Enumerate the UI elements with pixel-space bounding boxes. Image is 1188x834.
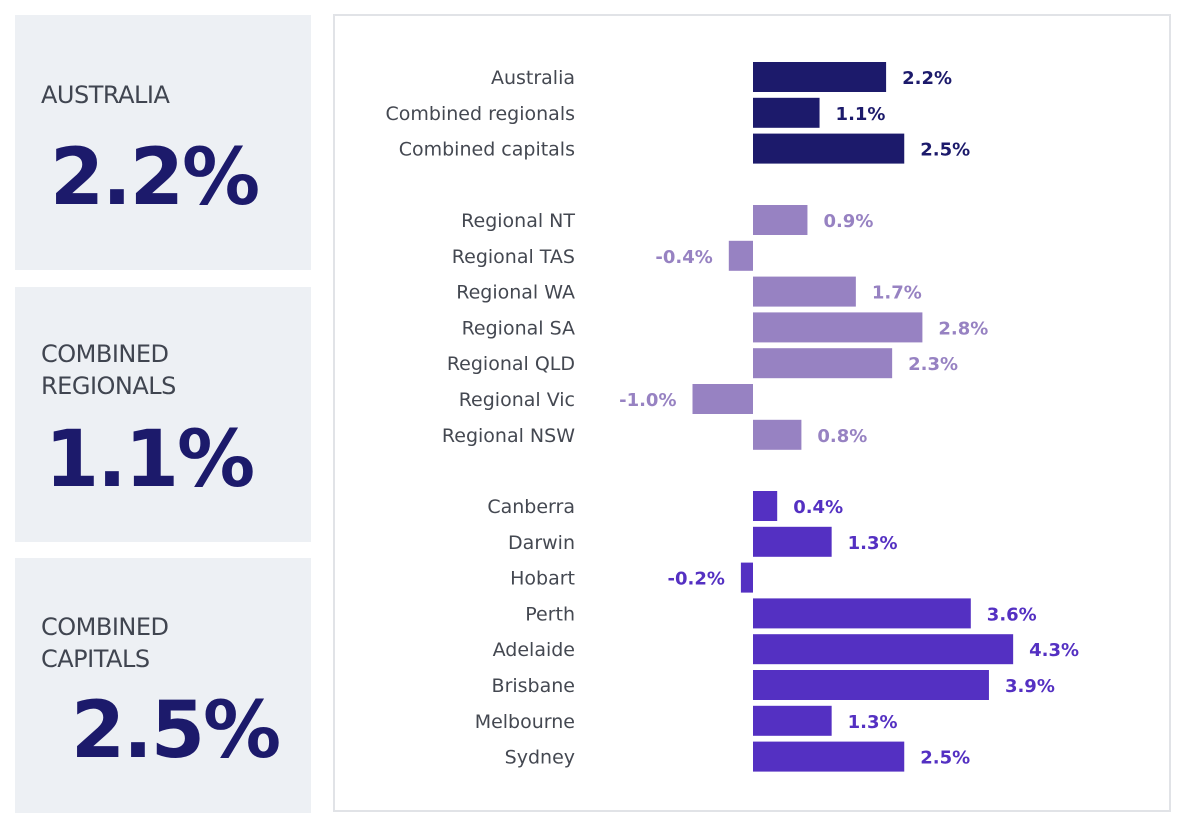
value-label-regional-tas: -0.4%: [655, 247, 712, 268]
combined-regionals-card-label-line-2: REGIONALS: [41, 372, 176, 400]
category-label-adelaide: Adelaide: [493, 639, 575, 661]
value-label-sydney: 2.5%: [920, 748, 970, 769]
value-label-regional-vic: -1.0%: [619, 390, 676, 411]
bar-regional-nsw: [753, 419, 802, 450]
bar-chart-panel: Australia 2.2% Combined regionals 1.1% Combi…: [333, 14, 1171, 812]
category-label-regional-qld: Regional QLD: [447, 353, 575, 375]
category-label-perth: Perth: [525, 603, 575, 625]
bar-regional-nt: [753, 205, 808, 235]
australia-card-label: AUSTRALIA: [41, 79, 170, 111]
category-label-melbourne: Melbourne: [475, 711, 575, 733]
bar-australia: [753, 62, 887, 92]
category-label-canberra: Canberra: [487, 496, 575, 518]
bar-sydney: [753, 741, 905, 772]
value-label-regional-sa: 2.8%: [938, 318, 988, 339]
value-label-combined-capitals: 2.5%: [920, 140, 970, 161]
bar-brisbane: [753, 670, 989, 700]
combined-capitals-card-label-line-1: COMBINED: [41, 613, 169, 641]
category-label-darwin: Darwin: [508, 532, 575, 554]
australia-card-label-line: AUSTRALIA: [41, 81, 170, 109]
category-label-regional-vic: Regional Vic: [459, 389, 575, 411]
bar-melbourne: [753, 705, 832, 736]
bar-regional-sa: [753, 312, 923, 343]
combined-capitals-card-value: 2.5%: [70, 686, 281, 776]
bar-canberra: [753, 491, 778, 521]
category-label-combined-capitals: Combined capitals: [399, 139, 575, 161]
value-label-darwin: 1.3%: [848, 533, 898, 554]
category-label-australia: Australia: [491, 67, 575, 89]
combined-capitals-card-label: COMBINED CAPITALS: [41, 611, 169, 675]
bar-regional-wa: [753, 276, 856, 307]
australia-card-value: 2.2%: [49, 133, 260, 223]
value-label-regional-wa: 1.7%: [872, 283, 922, 304]
australia-card: AUSTRALIA 2.2%: [15, 15, 311, 270]
value-label-australia: 2.2%: [902, 68, 952, 89]
value-label-melbourne: 1.3%: [848, 712, 898, 733]
value-label-regional-nsw: 0.8%: [817, 426, 867, 447]
bar-combined-capitals: [753, 133, 905, 164]
category-label-regional-sa: Regional SA: [462, 317, 575, 339]
value-label-canberra: 0.4%: [793, 497, 843, 518]
combined-regionals-card-label: COMBINED REGIONALS: [41, 338, 176, 402]
category-label-regional-tas: Regional TAS: [452, 246, 575, 268]
bar-hobart: [740, 562, 753, 593]
bar-perth: [753, 598, 971, 629]
combined-capitals-card: COMBINED CAPITALS 2.5%: [15, 558, 311, 813]
combined-capitals-card-label-line-2: CAPITALS: [41, 645, 150, 673]
bar-regional-vic: [692, 384, 753, 414]
category-label-combined-regionals: Combined regionals: [386, 103, 575, 125]
bar-combined-regionals: [753, 97, 820, 128]
category-label-hobart: Hobart: [510, 568, 575, 590]
value-label-adelaide: 4.3%: [1029, 640, 1079, 661]
bar-regional-qld: [753, 348, 893, 379]
category-label-sydney: Sydney: [505, 747, 575, 769]
value-label-combined-regionals: 1.1%: [836, 104, 886, 125]
category-label-regional-wa: Regional WA: [456, 282, 575, 304]
bar-darwin: [753, 526, 832, 557]
category-label-brisbane: Brisbane: [492, 675, 575, 697]
value-label-regional-nt: 0.9%: [823, 211, 873, 232]
value-label-perth: 3.6%: [987, 604, 1037, 625]
combined-regionals-card-value: 1.1%: [44, 415, 255, 505]
value-label-regional-qld: 2.3%: [908, 354, 958, 375]
value-label-hobart: -0.2%: [667, 569, 724, 590]
bar-regional-tas: [728, 240, 753, 271]
combined-regionals-card-label-line-1: COMBINED: [41, 340, 169, 368]
category-label-regional-nt: Regional NT: [461, 210, 575, 232]
bar-chart: Australia 2.2% Combined regionals 1.1% Combi…: [386, 62, 1079, 772]
bar-adelaide: [753, 634, 1014, 665]
combined-regionals-card: COMBINED REGIONALS 1.1%: [15, 287, 311, 542]
value-label-brisbane: 3.9%: [1005, 676, 1055, 697]
category-label-regional-nsw: Regional NSW: [442, 425, 575, 447]
